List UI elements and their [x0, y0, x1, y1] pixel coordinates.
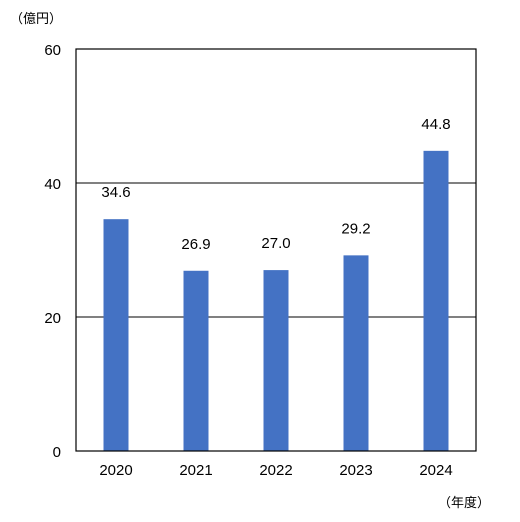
y-tick-label: 40: [44, 176, 61, 193]
data-label: 26.9: [181, 236, 210, 253]
x-axis-unit: （年度）: [438, 495, 491, 510]
data-label: 27.0: [261, 235, 290, 252]
bar: [343, 255, 369, 451]
bar: [263, 270, 289, 451]
bar: [103, 219, 129, 451]
data-label: 34.6: [101, 184, 130, 201]
x-tick-label: 2020: [99, 462, 132, 479]
data-label: 29.2: [341, 220, 370, 237]
y-tick-label: 60: [44, 42, 61, 59]
y-tick-label: 0: [53, 444, 61, 461]
x-tick-label: 2022: [259, 462, 292, 479]
x-tick-label: 2021: [179, 462, 212, 479]
bar: [423, 150, 449, 451]
data-label: 44.8: [421, 116, 450, 133]
y-tick-label: 20: [44, 310, 61, 327]
x-tick-label: 2024: [419, 462, 452, 479]
x-tick-label: 2023: [339, 462, 372, 479]
y-axis-unit: （億円）: [10, 11, 63, 26]
plot-area-border: [75, 48, 477, 452]
bar: [183, 270, 209, 451]
